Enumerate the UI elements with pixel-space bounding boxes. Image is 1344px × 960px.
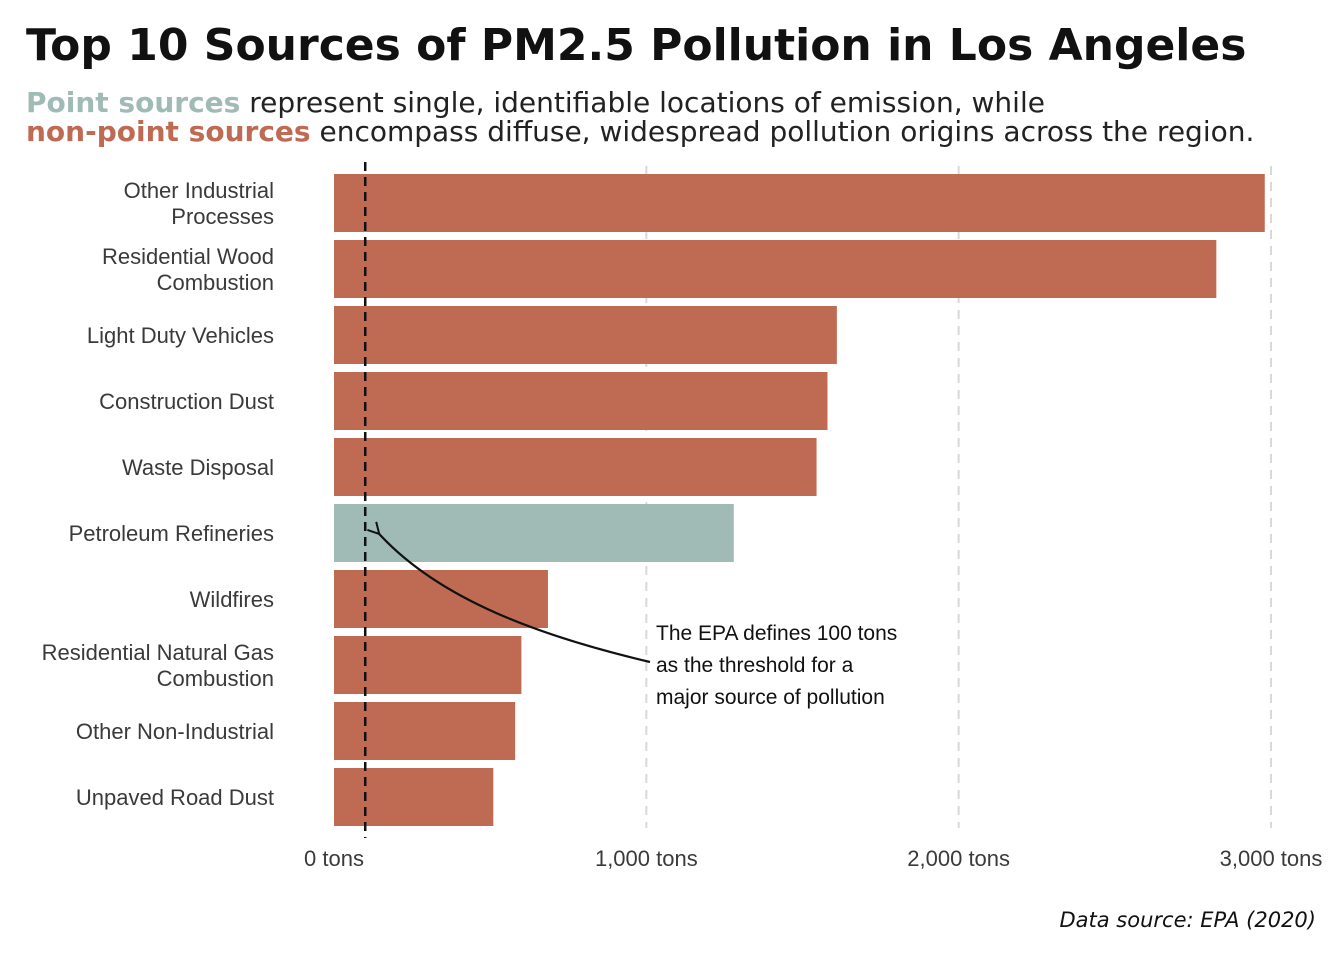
x-axis-ticks: 0 tons 1,000 tons 2,000 tons 3,000 tons	[304, 846, 1322, 871]
chart-title: Top 10 Sources of PM2.5 Pollution in Los…	[26, 20, 1246, 71]
category-label: Waste Disposal	[122, 455, 274, 480]
bars	[334, 174, 1265, 826]
x-tick-label: 2,000 tons	[907, 846, 1010, 871]
x-tick-label: 1,000 tons	[595, 846, 698, 871]
bar	[334, 240, 1217, 298]
subtitle-line-2: non-point sources encompass diffuse, wid…	[26, 115, 1254, 148]
category-label: Other Non-Industrial	[76, 719, 274, 744]
category-label: Wildfires	[190, 587, 274, 612]
non-point-sources-term: non-point sources	[26, 115, 311, 148]
category-label: Unpaved Road Dust	[76, 785, 274, 810]
bar	[334, 306, 837, 364]
category-label: Residential Wood Combustion	[102, 244, 274, 295]
category-labels: Other Industrial Processes Residential Woo…	[42, 178, 274, 810]
annotation-text: The EPA defines 100 tons as the threshold…	[656, 622, 897, 709]
subtitle-line-1: Point sources represent single, identifi…	[26, 86, 1045, 119]
bar	[334, 768, 494, 826]
category-label: Residential Natural Gas Combustion	[42, 640, 274, 691]
annotation-arrow	[379, 534, 651, 664]
category-label: Construction Dust	[99, 389, 274, 414]
point-sources-term: Point sources	[26, 86, 240, 119]
bar	[334, 570, 548, 628]
gridlines	[645, 166, 1272, 828]
bar	[334, 438, 817, 496]
bar	[334, 174, 1265, 232]
x-tick-label: 0 tons	[304, 846, 364, 871]
x-tick-label: 3,000 tons	[1220, 846, 1323, 871]
subtitle-line-1-rest: represent single, identifiable locations…	[240, 86, 1045, 119]
bar	[334, 636, 522, 694]
category-label: Petroleum Refineries	[69, 521, 274, 546]
bar	[334, 372, 828, 430]
subtitle-line-2-rest: encompass diffuse, widespread pollution …	[311, 115, 1255, 148]
bar	[334, 504, 734, 562]
bar	[334, 702, 516, 760]
category-label: Other Industrial Processes	[124, 178, 274, 229]
category-label: Light Duty Vehicles	[87, 323, 274, 348]
annotation: The EPA defines 100 tons as the threshold…	[379, 534, 897, 709]
data-source-note: Data source: EPA (2020)	[1059, 908, 1316, 932]
